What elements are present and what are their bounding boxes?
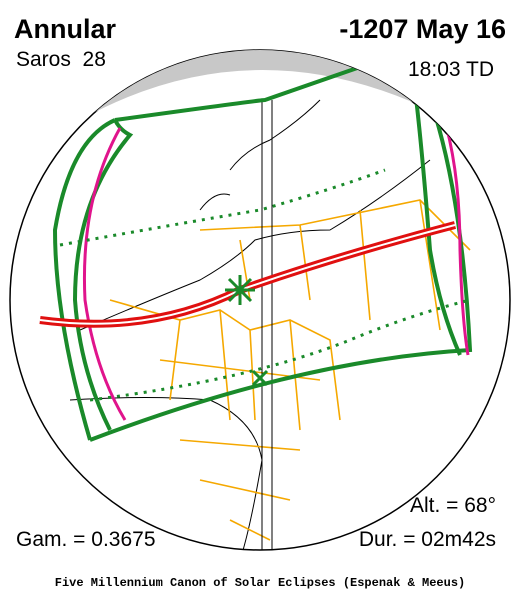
globe [9,49,511,551]
caption: Five Millennium Canon of Solar Eclipses … [55,576,465,590]
duration: Dur. = 02m42s [359,528,496,551]
gamma: Gam. = 0.3675 [16,528,156,551]
date: -1207 May 16 [339,14,506,44]
saros: Saros 28 [16,48,106,71]
altitude: Alt. = 68° [410,494,496,517]
eclipse-type: Annular [14,14,116,44]
time: 18:03 TD [408,58,494,81]
